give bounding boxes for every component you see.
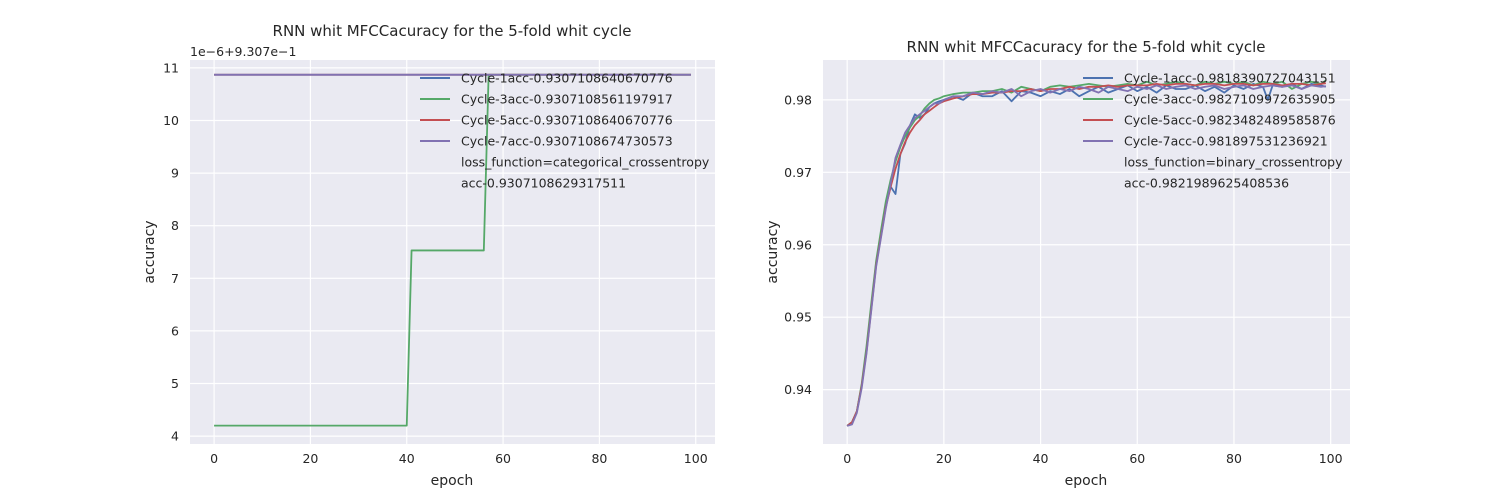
legend-label: Cycle-5acc-0.9823482489585876 bbox=[1124, 113, 1336, 128]
series-line-cycle-7 bbox=[846, 84, 1326, 427]
right-chart-panel: 0 20 40 60 80 100 0.94 0.95 0.96 0.97 0.98 RNN whi… bbox=[765, 38, 1350, 489]
y-tick-label: 0.97 bbox=[784, 165, 812, 180]
y-tick-label: 0.94 bbox=[784, 382, 812, 397]
left-chart-panel: 0 20 40 60 80 100 4 5 6 7 8 9 10 11 RNN whit MFCCacur… bbox=[142, 22, 715, 489]
legend-label: Cycle-5acc-0.9307108640670776 bbox=[461, 113, 673, 128]
legend-label: Cycle-7acc-0.9307108674730573 bbox=[461, 134, 673, 149]
y-tick-label: 5 bbox=[171, 376, 179, 391]
x-axis-label: epoch bbox=[431, 473, 474, 489]
x-tick-label: 100 bbox=[1319, 451, 1343, 466]
x-tick-label: 80 bbox=[591, 451, 607, 466]
y-axis-label: accuracy bbox=[142, 220, 158, 283]
legend-label: Cycle-3acc-0.9307108561197917 bbox=[461, 92, 673, 107]
y-tick-label: 8 bbox=[171, 218, 179, 233]
x-tick-label: 100 bbox=[684, 451, 708, 466]
y-tick-label: 0.98 bbox=[784, 92, 812, 107]
y-tick-label: 4 bbox=[171, 429, 179, 444]
legend-note: loss_function=binary_crossentropy bbox=[1124, 155, 1343, 170]
legend: Cycle-1acc-0.9307108640670776 Cycle-3acc-… bbox=[420, 71, 710, 191]
x-tick-label: 20 bbox=[936, 451, 952, 466]
legend-label: Cycle-3acc-0.9827109972635905 bbox=[1124, 92, 1336, 107]
tick-labels: 0 20 40 60 80 100 4 5 6 7 8 9 10 11 bbox=[163, 60, 708, 466]
y-tick-label: 0.96 bbox=[784, 237, 812, 252]
series-line-cycle-1 bbox=[846, 83, 1327, 427]
plot-area bbox=[190, 60, 715, 444]
x-tick-label: 40 bbox=[1033, 451, 1049, 466]
x-tick-label: 0 bbox=[843, 451, 851, 466]
x-axis-label: epoch bbox=[1065, 473, 1108, 489]
y-axis-label: accuracy bbox=[765, 220, 781, 283]
legend-label: Cycle-1acc-0.9307108640670776 bbox=[461, 71, 673, 86]
y-tick-label: 10 bbox=[163, 113, 179, 128]
y-tick-label: 6 bbox=[171, 323, 179, 338]
legend-label: Cycle-7acc-0.981897531236921 bbox=[1124, 134, 1328, 149]
series-line-cycle-5 bbox=[846, 82, 1326, 427]
chart-title: RNN whit MFCCacuracy for the 5-fold whit… bbox=[907, 38, 1266, 56]
series-lines bbox=[214, 73, 691, 427]
x-tick-label: 20 bbox=[302, 451, 318, 466]
y-tick-label: 11 bbox=[163, 60, 179, 75]
legend-label: Cycle-1acc-0.9818390727043151 bbox=[1124, 71, 1336, 86]
x-tick-label: 80 bbox=[1226, 451, 1242, 466]
legend-note: acc-0.9307108629317511 bbox=[461, 176, 626, 191]
x-tick-label: 40 bbox=[399, 451, 415, 466]
legend: Cycle-1acc-0.9818390727043151 Cycle-3acc-… bbox=[1083, 71, 1343, 191]
y-tick-label: 0.95 bbox=[784, 310, 812, 325]
x-tick-label: 60 bbox=[1129, 451, 1145, 466]
legend-note: loss_function=categorical_crossentropy bbox=[461, 155, 710, 170]
y-tick-label: 9 bbox=[171, 166, 179, 181]
grid bbox=[190, 60, 715, 444]
series-lines bbox=[846, 79, 1327, 427]
y-tick-label: 7 bbox=[171, 271, 179, 286]
grid bbox=[823, 60, 1350, 444]
x-tick-label: 0 bbox=[210, 451, 218, 466]
legend-note: acc-0.9821989625408536 bbox=[1124, 176, 1289, 191]
chart-title: RNN whit MFCCacuracy for the 5-fold whit… bbox=[273, 22, 632, 40]
x-tick-label: 60 bbox=[495, 451, 511, 466]
y-offset-text: 1e−6+9.307e−1 bbox=[190, 44, 296, 59]
tick-labels: 0 20 40 60 80 100 0.94 0.95 0.96 0.97 0.98 bbox=[784, 92, 1342, 466]
